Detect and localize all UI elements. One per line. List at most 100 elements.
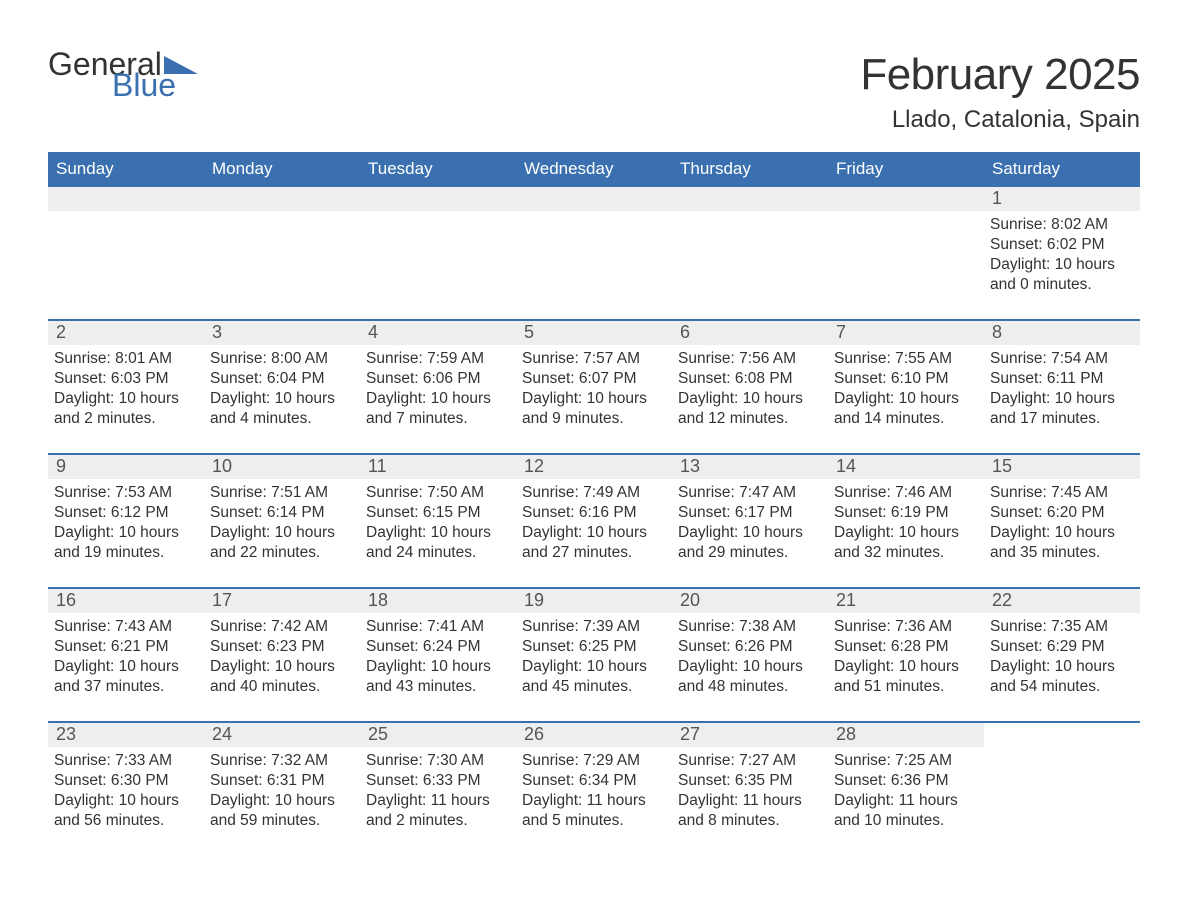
week-row: 1Sunrise: 8:02 AMSunset: 6:02 PMDaylight… [48,185,1140,319]
day-detail-sunrise: Sunrise: 7:54 AM [990,349,1134,369]
day-detail-sunrise: Sunrise: 7:33 AM [54,751,198,771]
day-detail-sunrise: Sunrise: 7:55 AM [834,349,978,369]
day-cell: 21Sunrise: 7:36 AMSunset: 6:28 PMDayligh… [828,589,984,721]
day-number: 21 [828,589,984,613]
dow-cell: Sunday [48,154,204,185]
day-detail-daylight1: Daylight: 10 hours [210,523,354,543]
day-detail-sunset: Sunset: 6:08 PM [678,369,822,389]
title-block: February 2025 Llado, Catalonia, Spain [860,50,1140,134]
day-detail-sunrise: Sunrise: 7:56 AM [678,349,822,369]
day-detail-daylight1: Daylight: 10 hours [834,389,978,409]
day-detail-sunset: Sunset: 6:28 PM [834,637,978,657]
day-detail-sunrise: Sunrise: 7:53 AM [54,483,198,503]
day-detail-daylight1: Daylight: 10 hours [522,523,666,543]
week-row: 2Sunrise: 8:01 AMSunset: 6:03 PMDaylight… [48,319,1140,453]
day-cell: 17Sunrise: 7:42 AMSunset: 6:23 PMDayligh… [204,589,360,721]
day-cell [204,187,360,319]
day-detail-daylight2: and 14 minutes. [834,409,978,429]
day-detail-sunrise: Sunrise: 7:41 AM [366,617,510,637]
day-detail-daylight2: and 8 minutes. [678,811,822,831]
day-detail-sunset: Sunset: 6:14 PM [210,503,354,523]
day-detail-sunrise: Sunrise: 7:32 AM [210,751,354,771]
day-detail-sunrise: Sunrise: 7:36 AM [834,617,978,637]
day-number: 5 [516,321,672,345]
day-cell: 19Sunrise: 7:39 AMSunset: 6:25 PMDayligh… [516,589,672,721]
day-detail-daylight2: and 37 minutes. [54,677,198,697]
day-detail-daylight1: Daylight: 10 hours [522,657,666,677]
day-detail-daylight1: Daylight: 11 hours [678,791,822,811]
day-detail-sunrise: Sunrise: 7:25 AM [834,751,978,771]
day-detail-daylight2: and 27 minutes. [522,543,666,563]
day-cell: 16Sunrise: 7:43 AMSunset: 6:21 PMDayligh… [48,589,204,721]
day-detail-sunrise: Sunrise: 7:42 AM [210,617,354,637]
day-cell: 6Sunrise: 7:56 AMSunset: 6:08 PMDaylight… [672,321,828,453]
day-cell: 28Sunrise: 7:25 AMSunset: 6:36 PMDayligh… [828,723,984,855]
day-detail-sunrise: Sunrise: 8:02 AM [990,215,1134,235]
day-detail-daylight2: and 29 minutes. [678,543,822,563]
day-detail-sunset: Sunset: 6:29 PM [990,637,1134,657]
day-detail-sunrise: Sunrise: 7:50 AM [366,483,510,503]
day-number: 23 [48,723,204,747]
dow-cell: Thursday [672,154,828,185]
day-detail-daylight1: Daylight: 10 hours [366,523,510,543]
day-cell: 26Sunrise: 7:29 AMSunset: 6:34 PMDayligh… [516,723,672,855]
day-detail-sunset: Sunset: 6:20 PM [990,503,1134,523]
day-cell: 7Sunrise: 7:55 AMSunset: 6:10 PMDaylight… [828,321,984,453]
day-detail-sunrise: Sunrise: 7:47 AM [678,483,822,503]
day-detail-daylight1: Daylight: 10 hours [678,523,822,543]
day-cell: 2Sunrise: 8:01 AMSunset: 6:03 PMDaylight… [48,321,204,453]
day-number: 16 [48,589,204,613]
day-number [672,187,828,211]
day-detail-daylight2: and 2 minutes. [54,409,198,429]
header: General Blue February 2025 Llado, Catalo… [48,50,1140,134]
day-cell: 8Sunrise: 7:54 AMSunset: 6:11 PMDaylight… [984,321,1140,453]
day-detail-sunrise: Sunrise: 8:01 AM [54,349,198,369]
day-cell [672,187,828,319]
day-detail-daylight2: and 45 minutes. [522,677,666,697]
day-detail-daylight2: and 17 minutes. [990,409,1134,429]
day-detail-daylight1: Daylight: 11 hours [522,791,666,811]
day-number [828,187,984,211]
day-cell [360,187,516,319]
day-cell: 24Sunrise: 7:32 AMSunset: 6:31 PMDayligh… [204,723,360,855]
day-detail-daylight1: Daylight: 10 hours [990,389,1134,409]
day-detail-daylight1: Daylight: 10 hours [834,523,978,543]
day-number: 14 [828,455,984,479]
day-cell: 4Sunrise: 7:59 AMSunset: 6:06 PMDaylight… [360,321,516,453]
day-of-week-header: SundayMondayTuesdayWednesdayThursdayFrid… [48,152,1140,185]
day-detail-sunrise: Sunrise: 7:49 AM [522,483,666,503]
day-detail-daylight1: Daylight: 10 hours [54,657,198,677]
day-cell: 10Sunrise: 7:51 AMSunset: 6:14 PMDayligh… [204,455,360,587]
day-detail-sunset: Sunset: 6:21 PM [54,637,198,657]
day-detail-daylight1: Daylight: 10 hours [210,791,354,811]
day-detail-daylight1: Daylight: 10 hours [990,255,1134,275]
day-number: 20 [672,589,828,613]
week-row: 16Sunrise: 7:43 AMSunset: 6:21 PMDayligh… [48,587,1140,721]
day-cell: 9Sunrise: 7:53 AMSunset: 6:12 PMDaylight… [48,455,204,587]
day-detail-daylight2: and 24 minutes. [366,543,510,563]
day-number: 15 [984,455,1140,479]
day-detail-sunrise: Sunrise: 7:45 AM [990,483,1134,503]
day-detail-sunset: Sunset: 6:07 PM [522,369,666,389]
logo: General Blue [48,50,198,100]
day-detail-sunset: Sunset: 6:04 PM [210,369,354,389]
day-detail-daylight2: and 51 minutes. [834,677,978,697]
day-number: 26 [516,723,672,747]
day-detail-daylight2: and 56 minutes. [54,811,198,831]
day-cell: 11Sunrise: 7:50 AMSunset: 6:15 PMDayligh… [360,455,516,587]
day-detail-sunset: Sunset: 6:06 PM [366,369,510,389]
day-detail-daylight2: and 40 minutes. [210,677,354,697]
day-number: 22 [984,589,1140,613]
day-cell: 13Sunrise: 7:47 AMSunset: 6:17 PMDayligh… [672,455,828,587]
day-detail-sunset: Sunset: 6:30 PM [54,771,198,791]
day-detail-sunset: Sunset: 6:17 PM [678,503,822,523]
day-detail-daylight2: and 5 minutes. [522,811,666,831]
day-detail-daylight2: and 10 minutes. [834,811,978,831]
day-detail-sunset: Sunset: 6:35 PM [678,771,822,791]
day-number: 24 [204,723,360,747]
day-number: 25 [360,723,516,747]
day-detail-sunrise: Sunrise: 7:30 AM [366,751,510,771]
month-title: February 2025 [860,50,1140,100]
day-number: 12 [516,455,672,479]
day-detail-daylight1: Daylight: 11 hours [834,791,978,811]
